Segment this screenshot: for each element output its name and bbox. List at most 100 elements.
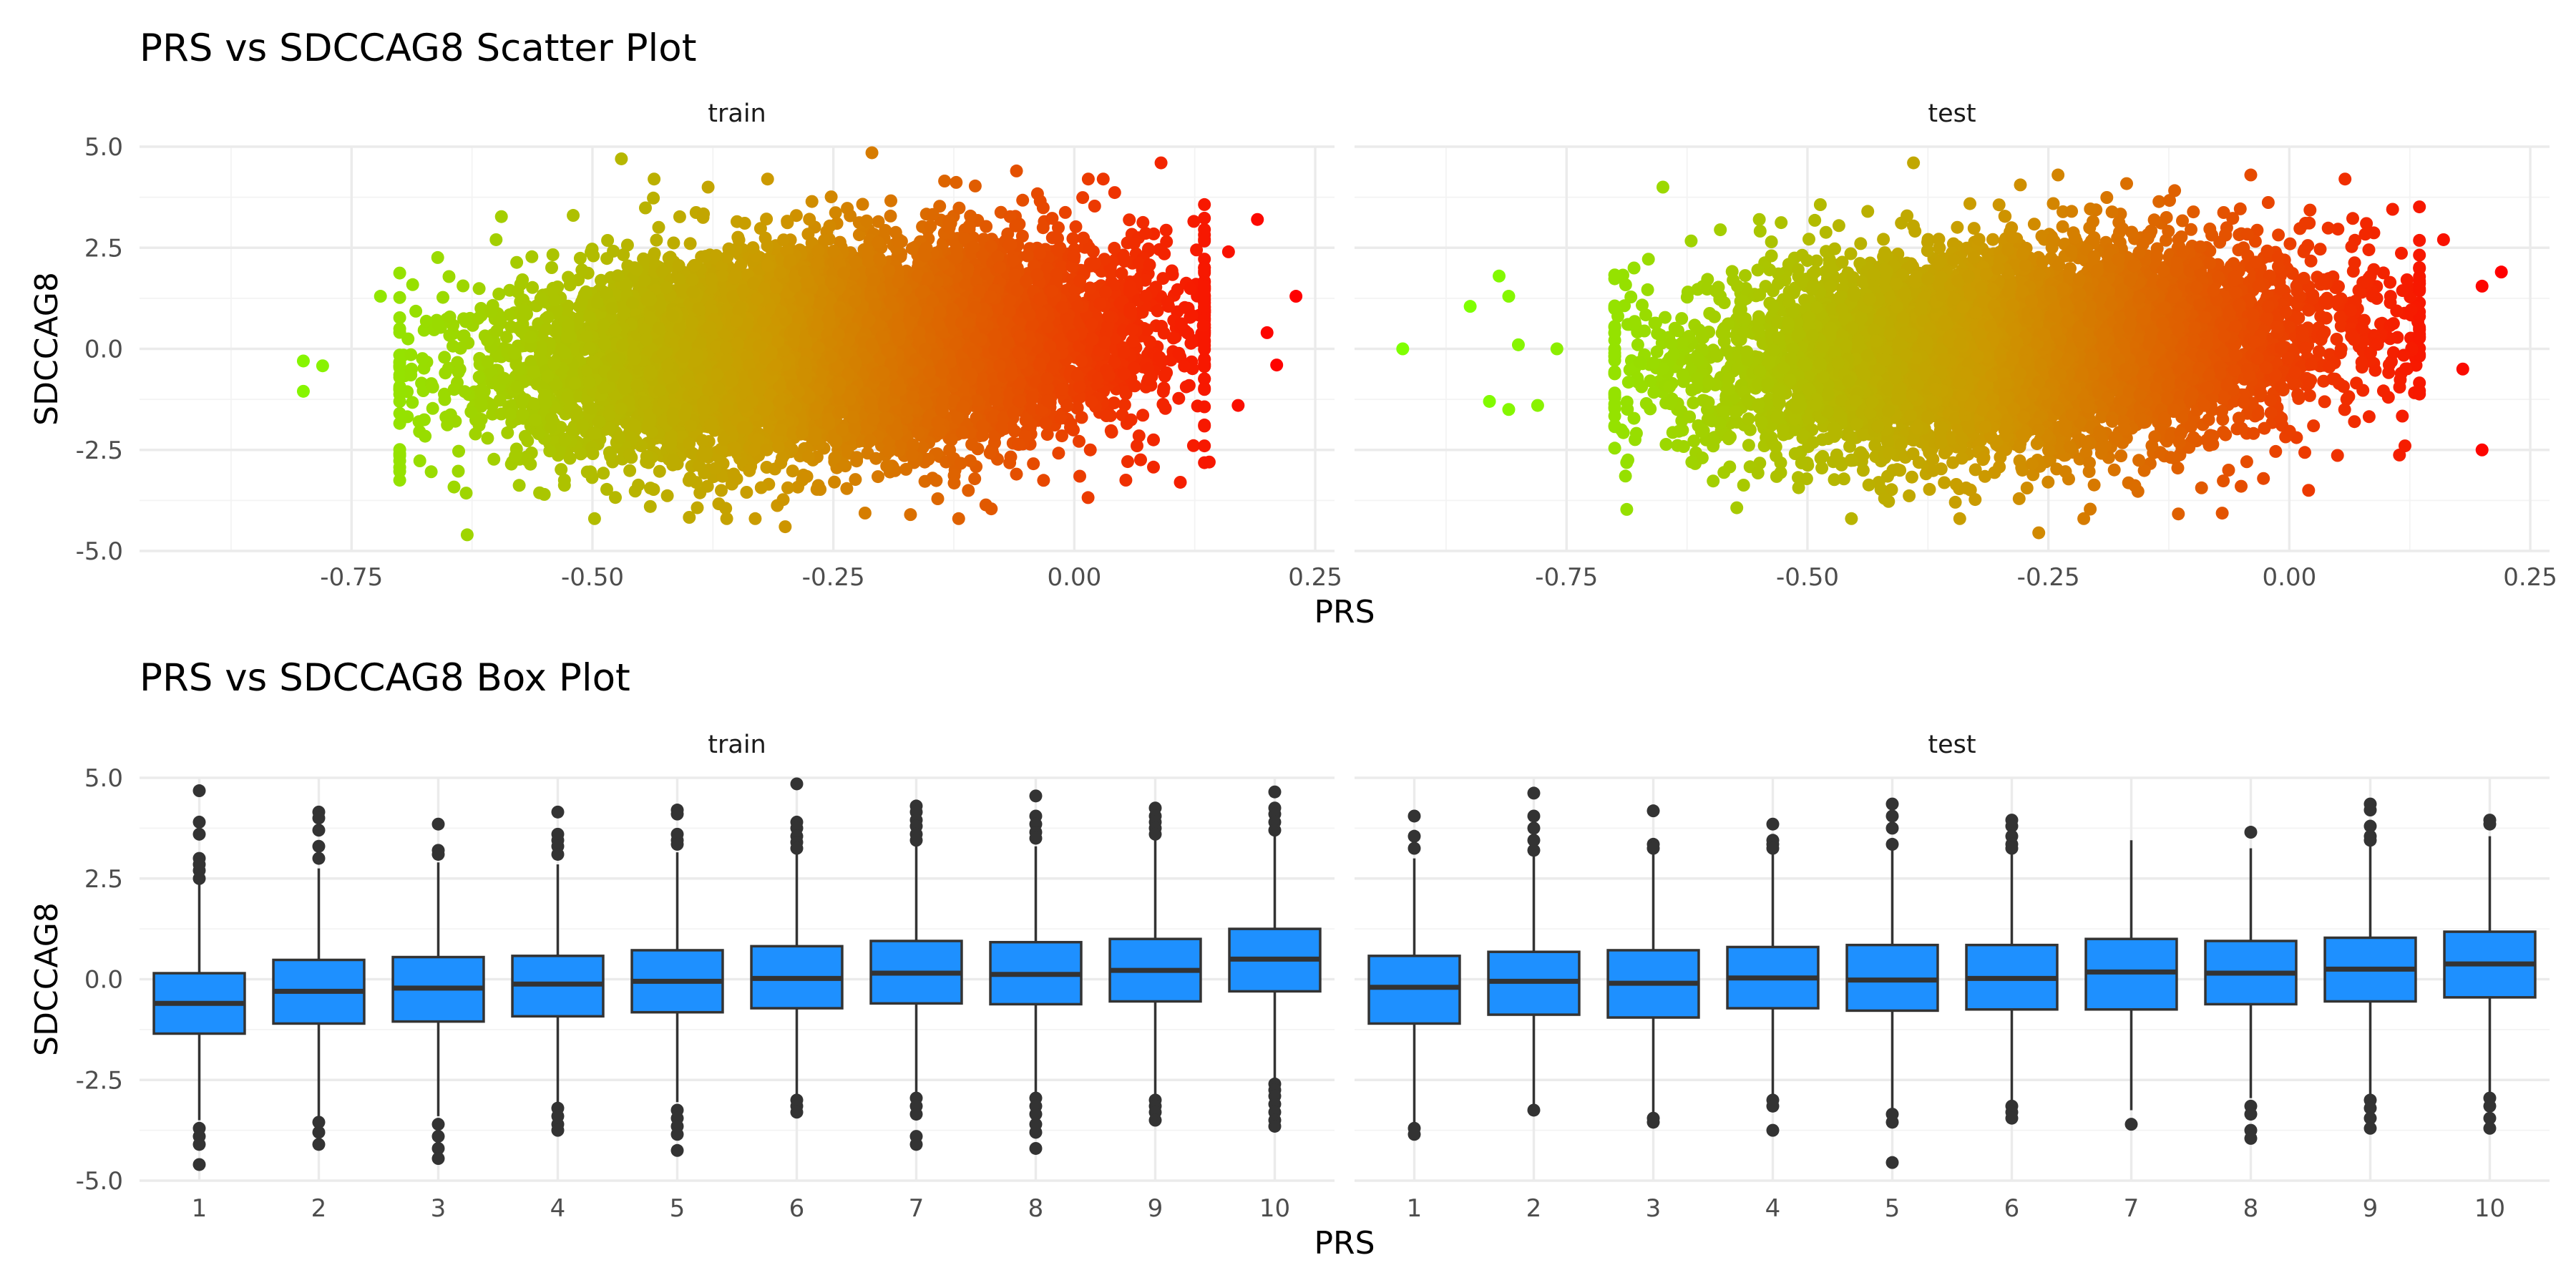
scatter-point [447,383,461,396]
scatter-point [761,239,774,253]
scatter-point [852,228,866,242]
scatter-point [509,449,522,463]
scatter-point [406,396,419,409]
scatter-point [1115,267,1128,280]
scatter-point [980,220,993,233]
scatter-point [884,209,897,223]
scatter-point [1088,200,1101,213]
scatter-point [1134,453,1147,467]
scatter-point [650,233,663,247]
scatter-point [1027,457,1040,471]
scatter-point [1136,215,1150,229]
scatter-point [962,484,975,497]
scatter-point [644,482,657,495]
scatter-point [858,507,872,519]
scatter-point [1158,247,1171,260]
scatter-point [442,270,456,283]
scatter-point [1186,439,1200,452]
scatter-point [452,444,465,458]
scatter-point [653,464,666,478]
scatter-point [546,248,560,261]
scatter-point [1040,428,1054,441]
scatter-point [426,401,439,415]
scatter-point [849,473,862,487]
scatter-point [801,450,815,464]
scatter-point [828,475,841,489]
scatter-point [436,291,449,304]
scatter-point [1104,424,1118,437]
scatter-point [860,214,874,228]
scatter-point [1037,474,1050,487]
scatter-x-tick-label: -0.75 [320,563,383,592]
scatter-point [1147,460,1160,474]
scatter-point [652,220,665,234]
scatter-point [514,278,527,291]
scatter-strip-label-train: train [708,99,766,128]
scatter-point [393,311,406,324]
scatter-point [438,393,452,406]
scatter-x-tick-label: -0.50 [561,563,624,592]
scatter-point [1052,221,1065,235]
scatter-points-train [296,146,1303,542]
scatter-point [1172,346,1186,360]
scatter-point [580,465,594,479]
scatter-point [587,512,601,525]
scatter-y-tick-label: 0.0 [84,336,123,364]
scatter-point [931,492,945,505]
scatter-point [393,266,406,280]
scatter-point [557,474,571,487]
scatter-point [623,464,637,477]
scatter-point [803,213,816,226]
scatter-point [968,472,982,486]
scatter-point [683,237,697,250]
scatter-plot-title: PRS vs SDCCAG8 Scatter Plot [140,26,697,70]
scatter-point [1123,213,1136,227]
scatter-point [441,418,454,431]
scatter-point [393,406,406,420]
scatter-x-tick-label: 0.00 [1048,563,1102,592]
scatter-point [424,465,438,479]
scatter-point [738,217,751,230]
scatter-point [393,474,406,487]
scatter-y-tick-label: -2.5 [76,436,123,465]
scatter-y-axis-label: SDCCAG8 [29,272,65,426]
scatter-point [481,431,494,445]
scatter-point [555,463,568,477]
scatter-point [492,287,506,301]
scatter-point [1081,172,1095,186]
scatter-point [545,261,558,274]
scatter-point [1121,455,1134,469]
scatter-point [667,236,680,250]
scatter-point [1058,205,1072,219]
scatter-point [452,464,465,478]
scatter-point [1198,383,1211,396]
scatter-point [525,250,539,263]
scatter-point [632,478,645,492]
scatter-x-tick-label: 0.25 [1288,563,1342,592]
scatter-x-tick-label: -0.25 [802,563,865,592]
scatter-point [393,291,406,304]
scatter-point [1081,491,1095,504]
scatter-point [1108,186,1121,200]
scatter-plot-section: PRS vs SDCCAG8 Scatter Plot SDCCAG8 PRS … [29,26,2557,630]
scatter-point [1052,447,1065,460]
scatter-point [1073,469,1086,483]
scatter-point [447,480,461,494]
scatter-point [1036,221,1050,235]
scatter-y-tick-label: -5.0 [76,537,123,566]
scatter-point [419,429,432,443]
scatter-point [938,175,952,187]
scatter-point [748,512,762,525]
scatter-y-tick-label: 2.5 [84,234,123,263]
scatter-point [459,315,472,328]
scatter-point [438,351,452,364]
scatter-panel-train: train -0.75 -0.50 -0.25 0.00 0.25 -5.0 -2.5 0.0 2… [76,99,1342,592]
scatter-point [512,479,526,492]
scatter-y-tick-label: 5.0 [84,133,123,162]
scatter-point [805,195,819,208]
scatter-x-axis-label: PRS [1314,594,1375,630]
scatter-point [597,467,610,480]
scatter-point [413,454,426,467]
scatter-point [1159,223,1173,237]
